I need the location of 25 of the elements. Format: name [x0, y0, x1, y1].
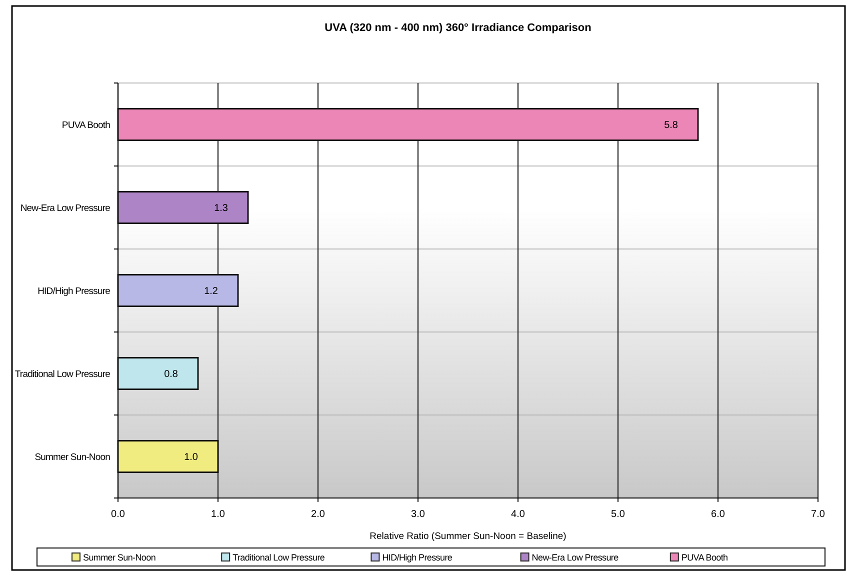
legend-label: New-Era Low Pressure [532, 552, 619, 562]
legend-label: PUVA Booth [681, 552, 728, 562]
legend-label: Summer Sun-Noon [83, 552, 156, 562]
x-tick-label: 7.0 [811, 509, 826, 520]
x-tick-label: 3.0 [411, 509, 426, 520]
x-tick-label: 1.0 [211, 509, 226, 520]
data-label: 1.0 [184, 452, 198, 463]
data-label: 5.8 [664, 120, 678, 131]
chart-title: UVA (320 nm - 400 nm) 360° Irradiance Comparison [324, 22, 592, 34]
x-tick-label: 2.0 [311, 509, 326, 520]
x-tick-label: 4.0 [511, 509, 526, 520]
y-tick-label: Summer Sun-Noon [34, 452, 110, 463]
x-tick-label: 6.0 [711, 509, 726, 520]
data-label: 1.2 [204, 286, 218, 297]
data-label: 0.8 [164, 369, 178, 380]
x-axis-title: Relative Ratio (Summer Sun-Noon = Baseline) [370, 531, 566, 542]
legend-label: Traditional Low Pressure [232, 552, 325, 562]
y-tick-label: HID/High Pressure [38, 286, 110, 297]
y-tick-label: PUVA Booth [62, 120, 110, 131]
x-tick-label: 0.0 [111, 509, 126, 520]
y-tick-label: New-Era Low Pressure [20, 203, 110, 214]
y-tick-label: Traditional Low Pressure [14, 369, 110, 380]
x-tick-label: 5.0 [611, 509, 626, 520]
legend-label: HID/High Pressure [382, 552, 452, 562]
data-label: 1.3 [214, 203, 228, 214]
